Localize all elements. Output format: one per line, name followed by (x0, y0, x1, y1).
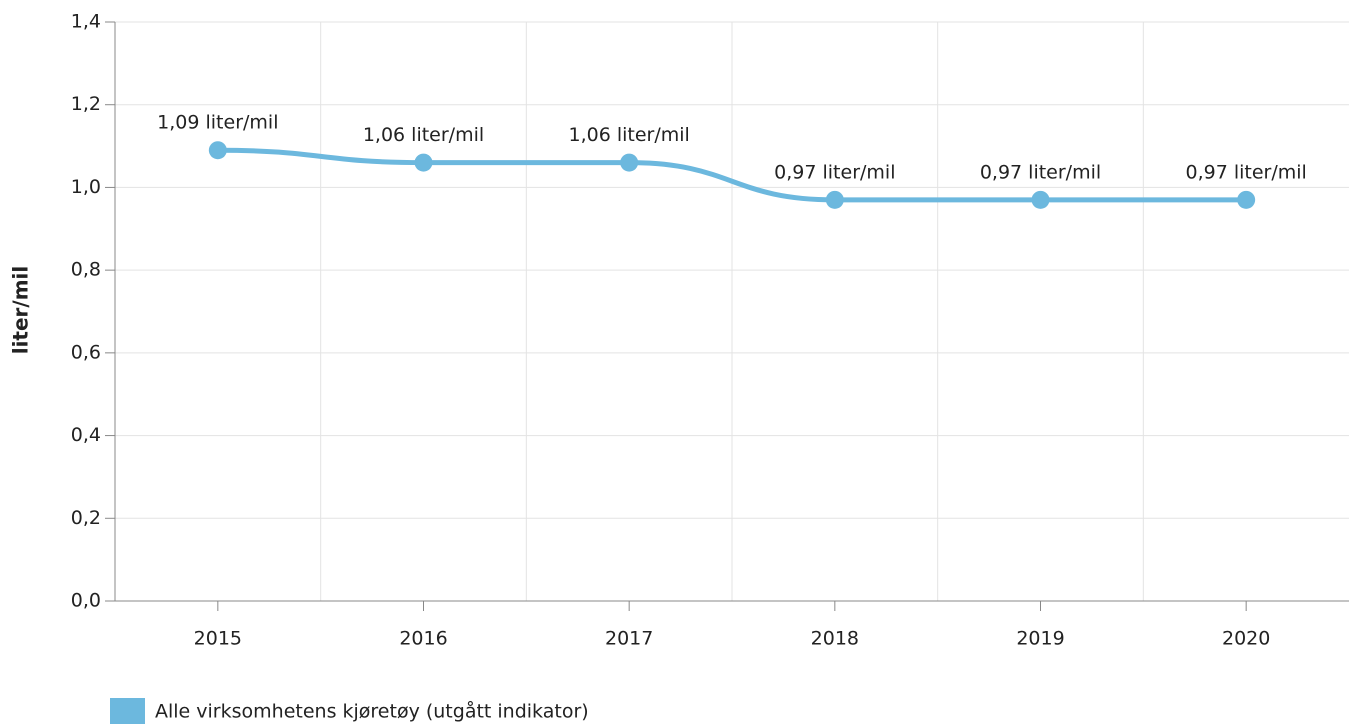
y-tick-label: 1,2 (71, 93, 101, 115)
data-label: 0,97 liter/mil (980, 161, 1101, 183)
x-tick-label: 2016 (399, 628, 447, 650)
y-tick-label: 0,2 (71, 507, 101, 529)
data-point (620, 153, 639, 172)
data-label: 0,97 liter/mil (1186, 161, 1307, 183)
data-point (825, 190, 844, 209)
x-tick-label: 2020 (1222, 628, 1270, 650)
data-label: 1,06 liter/mil (363, 124, 484, 146)
y-tick-label: 0,0 (71, 590, 101, 612)
x-tick-label: 2018 (811, 628, 859, 650)
x-tick-label: 2019 (1016, 628, 1064, 650)
x-tick-label: 2015 (194, 628, 242, 650)
y-axis-title: liter/mil (9, 266, 33, 355)
data-point (1031, 190, 1050, 209)
legend-label: Alle virksomhetens kjøretøy (utgått indi… (155, 700, 589, 723)
y-tick-label: 1,0 (71, 176, 101, 198)
y-tick-label: 1,4 (71, 11, 101, 33)
data-point (414, 153, 433, 172)
data-label: 1,09 liter/mil (157, 112, 278, 134)
data-label: 0,97 liter/mil (774, 161, 895, 183)
legend-swatch (110, 698, 145, 724)
data-point (1237, 190, 1256, 209)
y-tick-label: 0,8 (71, 259, 101, 281)
data-label: 1,06 liter/mil (569, 124, 690, 146)
y-tick-label: 0,4 (71, 424, 101, 446)
x-tick-label: 2017 (605, 628, 653, 650)
data-point (208, 141, 227, 160)
y-tick-label: 0,6 (71, 341, 101, 363)
series-line (215, 147, 1249, 203)
